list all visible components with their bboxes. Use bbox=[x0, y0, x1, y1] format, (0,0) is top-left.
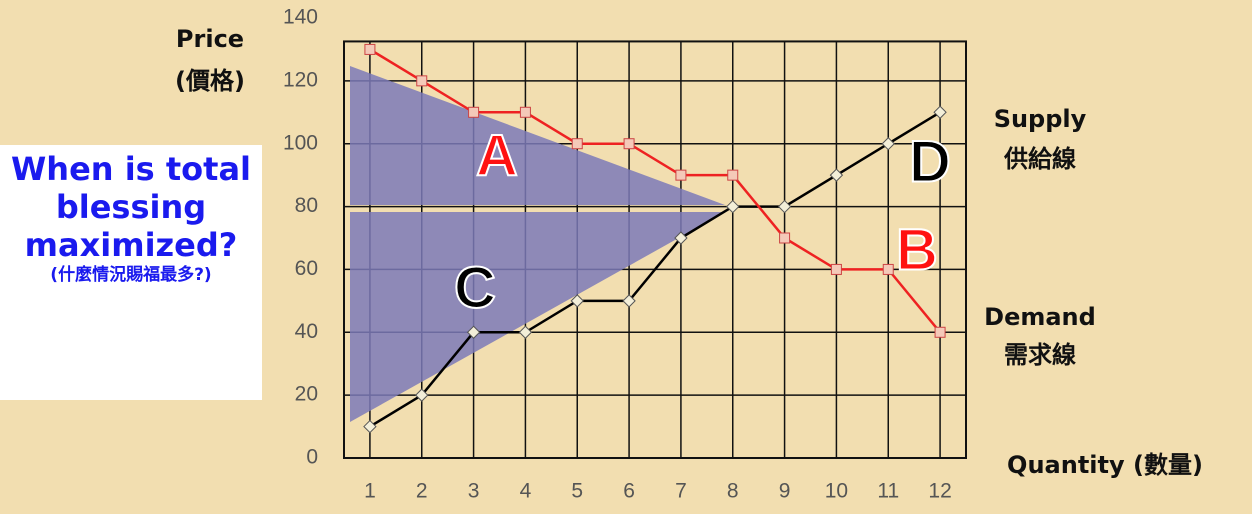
y-axis-label: (價格) bbox=[175, 67, 245, 95]
marker bbox=[416, 75, 428, 87]
y-tick-label: 60 bbox=[295, 257, 318, 280]
region-label: B bbox=[896, 217, 938, 282]
marker bbox=[882, 263, 894, 275]
marker bbox=[364, 43, 376, 55]
marker bbox=[726, 199, 740, 214]
marker bbox=[933, 105, 947, 119]
legend-label: Demand bbox=[984, 303, 1096, 331]
y-tick-label: 80 bbox=[295, 194, 318, 217]
y-tick-label: 140 bbox=[283, 6, 318, 29]
marker bbox=[571, 138, 583, 150]
y-axis-label: Price bbox=[176, 25, 244, 53]
x-tick-label: 4 bbox=[520, 480, 532, 503]
y-tick-label: 20 bbox=[295, 383, 318, 406]
series-line bbox=[369, 48, 942, 334]
marker bbox=[570, 294, 584, 308]
y-tick-label: 0 bbox=[306, 446, 318, 469]
question-container: When is total blessing maximized? (什麼情況賜… bbox=[11, 150, 251, 285]
y-tick-label: 120 bbox=[283, 68, 318, 91]
x-tick-label: 2 bbox=[416, 480, 428, 503]
legend-label: 需求線 bbox=[1004, 341, 1076, 369]
marker bbox=[779, 232, 791, 244]
region-label: C bbox=[454, 255, 496, 320]
x-tick-label: 6 bbox=[623, 480, 635, 503]
marker bbox=[518, 325, 533, 339]
x-tick-label: 5 bbox=[571, 480, 583, 503]
x-tick-label: 8 bbox=[727, 480, 739, 503]
x-axis-label: Quantity (數量) bbox=[1007, 451, 1203, 479]
shaded-region bbox=[350, 66, 725, 205]
marker bbox=[777, 199, 792, 214]
x-tick-label: 7 bbox=[675, 480, 687, 503]
marker bbox=[727, 169, 739, 181]
x-tick-label: 12 bbox=[928, 480, 951, 503]
marker bbox=[415, 388, 429, 402]
marker bbox=[363, 419, 377, 434]
marker bbox=[934, 326, 946, 338]
plot-frame bbox=[343, 40, 967, 460]
marker bbox=[829, 168, 844, 182]
x-tick-label: 3 bbox=[468, 480, 480, 503]
legend-label: 供給線 bbox=[1003, 145, 1076, 173]
marker bbox=[519, 106, 531, 118]
marker bbox=[881, 137, 895, 151]
marker bbox=[830, 263, 842, 275]
question-zh: (什麼情況賜福最多?) bbox=[50, 265, 212, 285]
marker bbox=[468, 106, 480, 118]
marker bbox=[623, 138, 635, 150]
region-label: A bbox=[476, 123, 518, 188]
x-tick-label: 9 bbox=[779, 480, 791, 503]
legend-label: Supply bbox=[994, 105, 1087, 133]
x-tick-label: 11 bbox=[877, 480, 899, 503]
y-tick-label: 100 bbox=[283, 131, 318, 154]
marker bbox=[466, 325, 481, 339]
marker bbox=[674, 231, 688, 245]
x-tick-label: 1 bbox=[364, 480, 376, 503]
series-line bbox=[369, 111, 941, 428]
x-tick-label: 10 bbox=[825, 480, 848, 503]
region-label: D bbox=[909, 129, 951, 194]
marker bbox=[622, 294, 636, 308]
question-box bbox=[0, 145, 262, 400]
y-tick-label: 40 bbox=[295, 320, 318, 343]
marker bbox=[675, 169, 687, 181]
question: When is total blessing maximized? bbox=[11, 150, 251, 264]
